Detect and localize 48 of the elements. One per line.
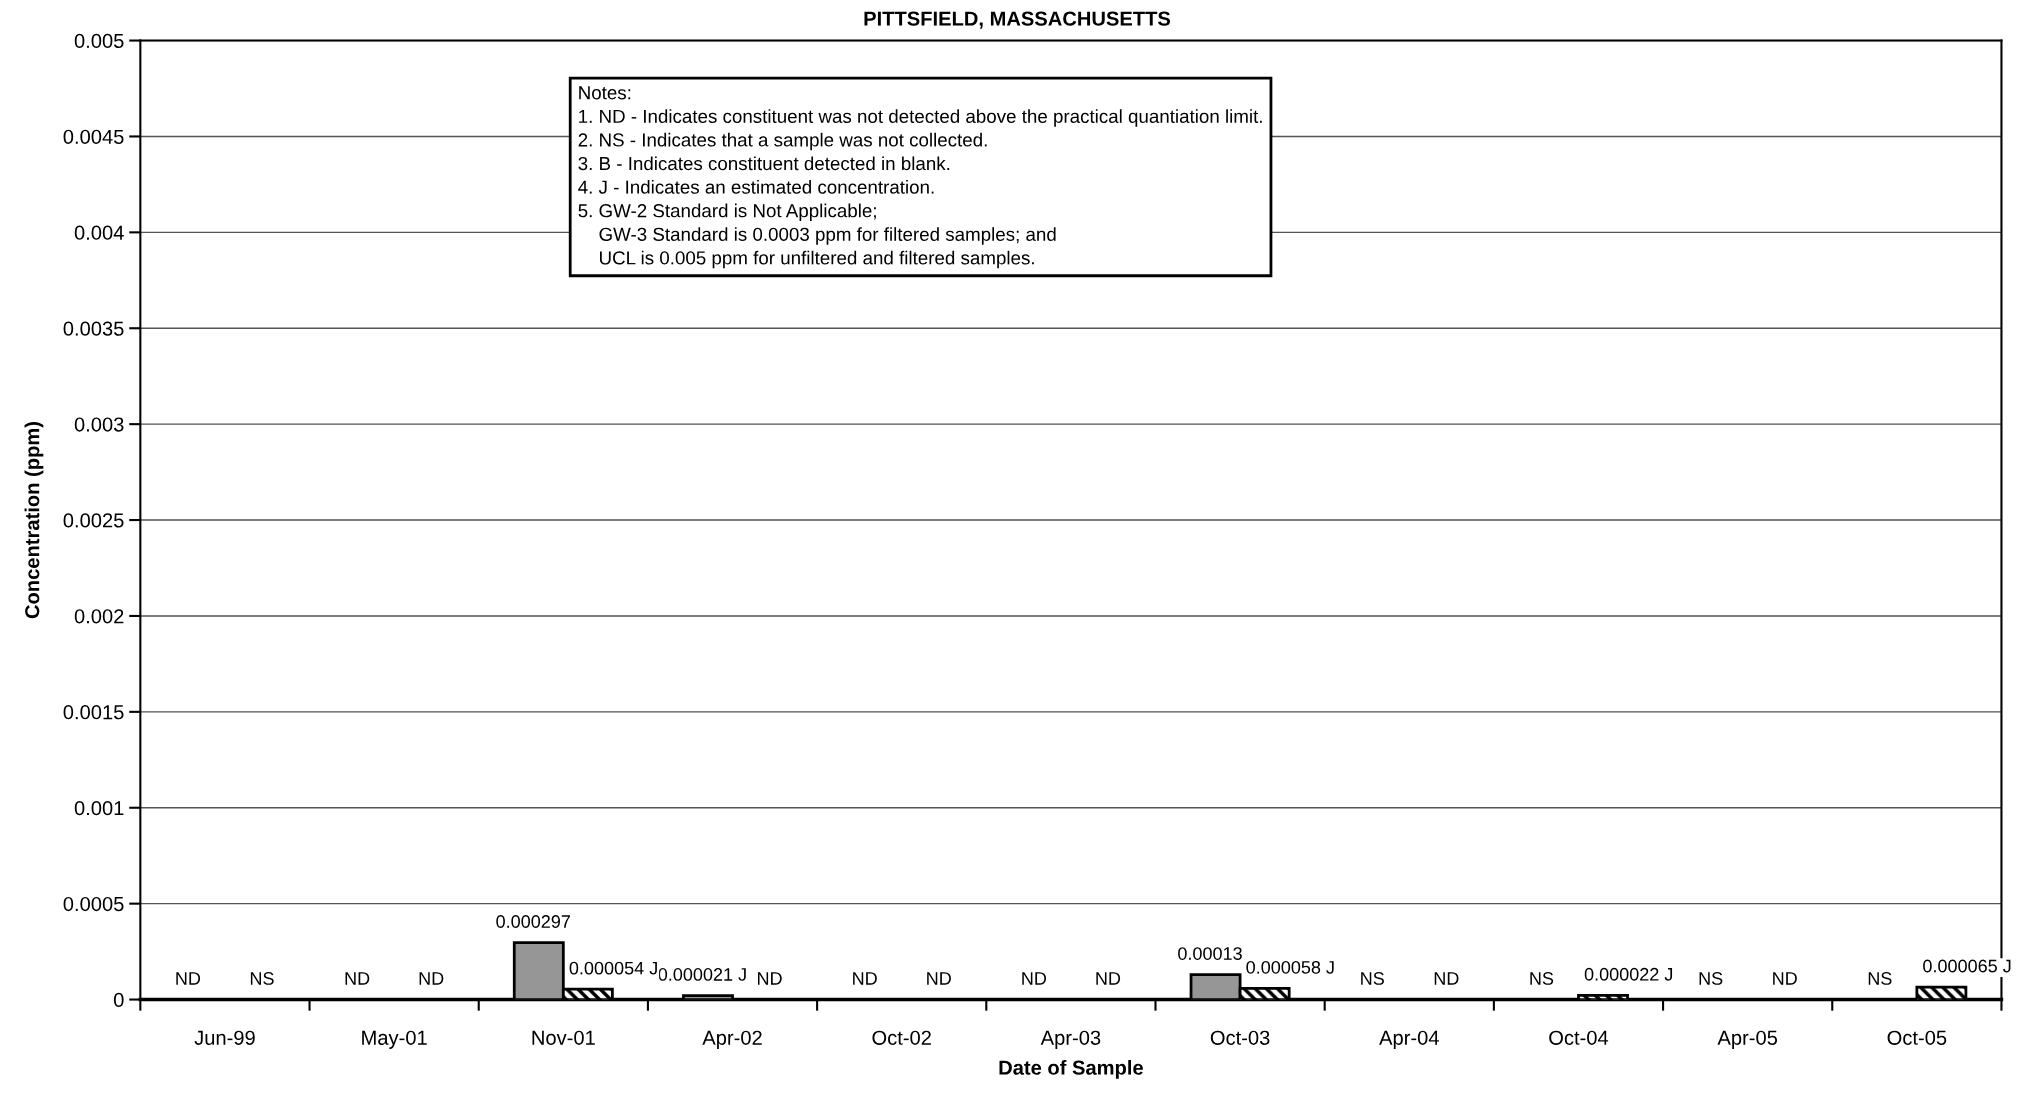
text: NS: [1361, 972, 1384, 985]
text: ND: [345, 972, 370, 985]
x-axis-title: Date of Sample: [999, 1059, 1143, 1079]
text: ND: [419, 972, 444, 985]
data-label: 0.000022 J: [1584, 967, 1673, 981]
text: ND: [757, 972, 782, 985]
chart-title: PITTSFIELD, MASSACHUSETTS: [864, 11, 1171, 29]
x-tick-label: Oct-05: [1887, 1030, 1947, 1045]
x-tick-label: Apr-05: [1717, 1030, 1778, 1049]
x-tick-label: Oct-03: [1210, 1030, 1270, 1045]
text: NS: [250, 972, 274, 985]
annotation: Notes: 1. ND - Indicates constituent was not detected above the practical quantiation limit. 2. NS - Indicates that a sample was not collected. 3. B - Indicates constituent detected in blank. 4. J - Indicates an estimated concentration. 5. GW-2 Standard is Not Applicable; GW-3 Standard is 0.0003 ppm for filtered samples; and UCL is 0.005 ppm for unfiltered and filtered samples.: [578, 86, 1262, 269]
y-tick-label: 0.0005: [63, 896, 124, 912]
data-label: 0.000297: [496, 915, 570, 928]
data-label: 0.000054 J: [569, 961, 657, 975]
y-tick-label: 0.004: [74, 225, 124, 240]
x-tick-label: Oct-04: [1549, 1030, 1609, 1045]
y-tick-label: 0.002: [74, 609, 124, 624]
x-tick-label: Apr-02: [702, 1030, 762, 1049]
text: ND: [1773, 972, 1797, 985]
data-label: 0.000021 J: [658, 968, 746, 981]
text: ND: [853, 972, 877, 985]
x-tick-label: Jun-99: [194, 1030, 255, 1045]
text: ND: [176, 972, 201, 985]
y-tick-label: 0.0015: [63, 705, 124, 720]
data-label: 0.00013: [1178, 947, 1242, 960]
y-axis-title: Concentration (ppm): [24, 422, 44, 619]
x-tick-label: Apr-04: [1379, 1030, 1439, 1049]
y-tick-label: 0.0025: [63, 513, 124, 528]
text: ND: [1096, 972, 1121, 985]
y-tick-label: 0.0035: [63, 321, 124, 336]
x-tick-label: May-01: [362, 1030, 427, 1049]
y-tick-label: 0: [113, 992, 124, 1008]
text: NS: [1699, 972, 1723, 985]
y-tick-label: 0.001: [74, 800, 124, 816]
text: NS: [1530, 972, 1554, 985]
text: ND: [1434, 972, 1459, 985]
data-label: 0.000065 J: [1923, 959, 2011, 973]
y-tick-label: 0.0045: [63, 129, 124, 144]
y-tick-label: 0.005: [74, 33, 124, 49]
x-tick-label: Apr-03: [1040, 1030, 1101, 1049]
text: NS: [1868, 972, 1892, 985]
text: ND: [927, 972, 951, 985]
x-tick-label: Oct-02: [872, 1030, 931, 1045]
x-tick-label: Nov-01: [532, 1030, 595, 1045]
y-tick-label: 0.003: [74, 417, 124, 432]
data-label: 0.000058 J: [1246, 960, 1334, 974]
text: ND: [1022, 972, 1047, 985]
